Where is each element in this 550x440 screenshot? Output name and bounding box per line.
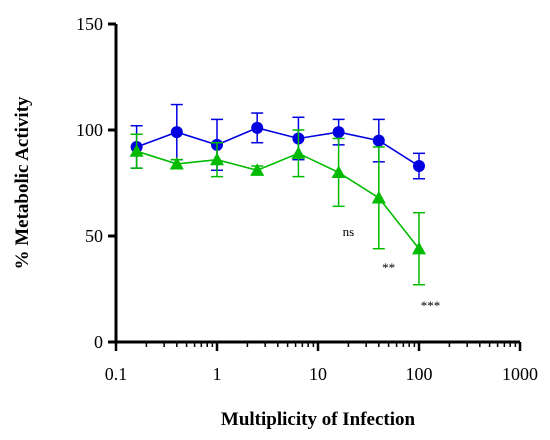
x-tick-label: 100 [406,364,433,384]
series-line [136,150,420,250]
axes [114,24,520,344]
x-tick-label: 1 [213,364,222,384]
y-tick-label: 50 [85,226,103,246]
data-point [412,241,426,255]
data-point [371,190,386,204]
series-layer [129,103,426,286]
data-point [251,121,264,134]
y-tick-label: 0 [94,332,103,352]
x-axis-title: Multiplicity of Infection [221,409,416,430]
data-point [372,134,385,147]
data-point [170,126,183,139]
data-point [210,152,224,166]
x-tick-label: 1000 [502,364,538,384]
data-point [291,146,306,159]
y-tick-label: 100 [76,120,103,140]
significance-label: *** [421,298,441,313]
data-point [332,126,345,139]
series-line [136,127,420,167]
data-point [331,165,346,178]
data-point [129,144,144,157]
x-tick-label: 10 [309,364,327,384]
significance-label: ** [382,260,395,275]
y-axis-title: % Metabolic Activity [12,96,33,270]
data-point [413,160,425,173]
y-tick-label: 150 [76,14,103,34]
significance-label: ns [343,224,355,239]
data-point [250,163,265,176]
annotation-layer: ns***** [343,224,441,313]
series-triangle [129,129,426,286]
axis-ticks: 0 50 100 150 0.1 1 10 100 1000 [76,14,538,384]
x-tick-label: 0.1 [105,364,128,384]
data-point [169,156,184,170]
